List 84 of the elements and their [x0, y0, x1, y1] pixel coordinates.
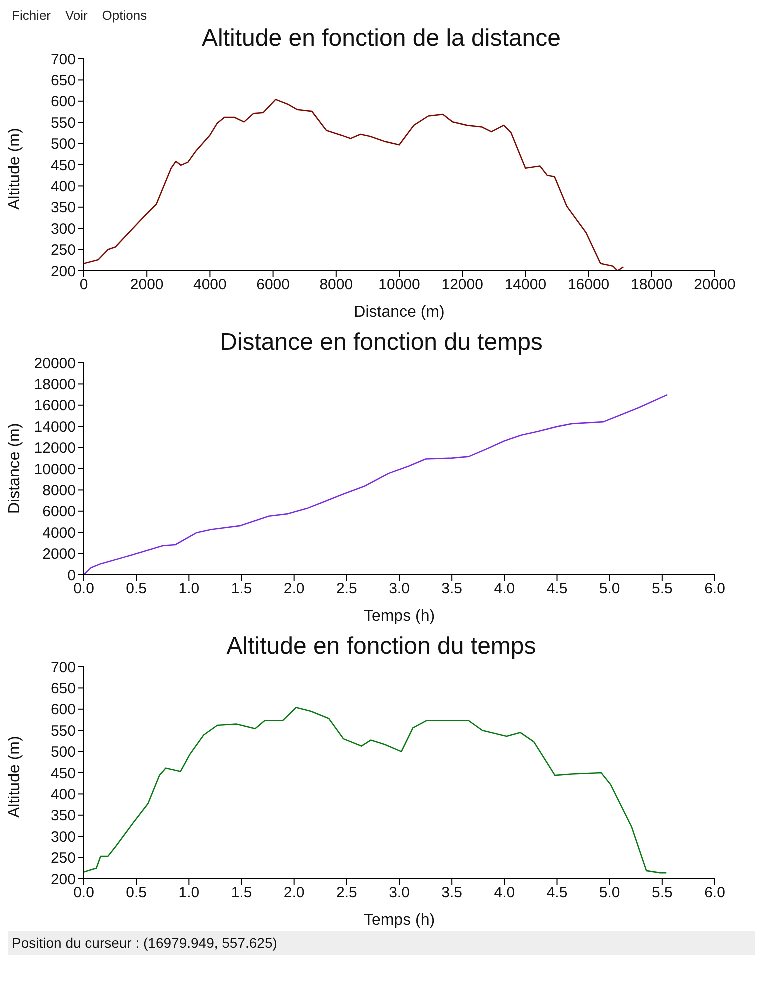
x-tick-label: 2.5	[336, 580, 358, 598]
x-tick-label: 4.5	[546, 884, 568, 902]
x-tick-label: 0.5	[126, 884, 148, 902]
x-tick-label: 5.0	[599, 580, 620, 598]
y-axis-title: Altitude (m)	[6, 128, 24, 210]
y-tick-label: 14000	[34, 418, 76, 436]
chart-title: Altitude en fonction de la distance	[201, 25, 562, 53]
x-axis-title: Temps (h)	[364, 912, 436, 929]
x-tick-label: 3.0	[389, 580, 410, 598]
x-tick-label: 0.0	[74, 884, 94, 902]
y-tick-label: 650	[50, 72, 76, 90]
line-series	[84, 394, 668, 575]
y-tick-label: 12000	[34, 440, 76, 458]
y-tick-label: 700	[50, 51, 76, 68]
y-tick-label: 550	[50, 722, 76, 740]
x-tick-label: 18000	[631, 276, 673, 294]
x-tick-label: 2.0	[284, 884, 305, 902]
x-tick-label: 4.0	[494, 580, 516, 598]
x-tick-label: 5.5	[652, 580, 673, 598]
y-tick-label: 16000	[34, 398, 76, 415]
y-tick-label: 500	[50, 744, 76, 762]
y-tick-label: 10000	[34, 461, 76, 478]
y-tick-label: 400	[50, 178, 76, 196]
x-tick-label: 14000	[504, 276, 547, 294]
y-tick-label: 450	[50, 765, 76, 782]
x-tick-label: 16000	[568, 276, 610, 294]
y-axis-title: Altitude (m)	[6, 736, 24, 818]
y-tick-label: 8000	[42, 482, 76, 500]
x-tick-label: 5.5	[652, 884, 673, 902]
x-tick-label: 4.5	[546, 580, 568, 598]
x-tick-label: 5.0	[599, 884, 620, 902]
x-tick-label: 4000	[194, 276, 227, 294]
x-tick-label: 2.0	[284, 580, 305, 598]
y-tick-label: 350	[50, 200, 76, 217]
y-tick-label: 6000	[42, 504, 76, 521]
x-tick-label: 0.0	[74, 580, 94, 598]
x-tick-label: 1.0	[178, 884, 200, 902]
text: Fichier Voir Options	[11, 8, 148, 23]
line-series	[84, 99, 624, 271]
y-tick-label: 4000	[42, 524, 76, 542]
chart-title: Altitude en fonction du temps	[226, 633, 538, 661]
x-tick-label: 1.0	[178, 580, 200, 598]
x-tick-label: 8000	[320, 276, 354, 294]
y-tick-label: 250	[50, 850, 76, 868]
x-tick-label: 2.5	[336, 884, 358, 902]
x-tick-label: 0.5	[126, 580, 148, 598]
x-tick-label: 3.5	[442, 580, 463, 598]
x-axis-title: Distance (m)	[354, 304, 445, 321]
x-tick-label: 20000	[694, 276, 736, 294]
y-tick-label: 300	[50, 828, 76, 846]
x-tick-label: 1.5	[231, 884, 252, 902]
x-tick-label: 2000	[130, 276, 164, 294]
y-tick-label: 350	[50, 808, 76, 825]
y-tick-label: 500	[50, 136, 76, 154]
y-tick-label: 650	[50, 680, 76, 698]
x-tick-label: 3.0	[389, 884, 410, 902]
x-tick-label: 6.0	[704, 580, 726, 598]
x-tick-label: 12000	[442, 276, 484, 294]
y-axis-title: Distance (m)	[6, 423, 24, 514]
chart-title: Distance en fonction du temps	[219, 329, 544, 357]
y-tick-label: 200	[50, 263, 76, 280]
y-tick-label: 18000	[34, 376, 76, 394]
x-tick-label: 1.5	[231, 580, 252, 598]
y-tick-label: 300	[50, 220, 76, 238]
line-series	[84, 707, 668, 874]
x-tick-label: 10000	[378, 276, 420, 294]
y-tick-label: 400	[50, 786, 76, 804]
x-tick-label: 6.0	[704, 884, 726, 902]
x-tick-label: 4.0	[494, 884, 516, 902]
y-tick-label: 550	[50, 114, 76, 132]
y-tick-label: 0	[68, 567, 76, 584]
y-tick-label: 250	[50, 242, 76, 260]
y-tick-label: 600	[50, 702, 76, 719]
x-tick-label: 3.5	[442, 884, 463, 902]
x-tick-label: 6000	[256, 276, 290, 294]
x-axis-title: Temps (h)	[364, 608, 436, 625]
text: Position du curseur : (16979.949, 557.625)	[8, 931, 755, 955]
y-tick-label: 600	[50, 94, 76, 111]
x-tick-label: 0	[80, 276, 88, 294]
y-tick-label: 450	[50, 157, 76, 174]
y-tick-label: 700	[50, 659, 76, 676]
y-tick-label: 20000	[34, 355, 76, 372]
y-tick-label: 200	[50, 871, 76, 888]
y-tick-label: 2000	[42, 546, 76, 564]
